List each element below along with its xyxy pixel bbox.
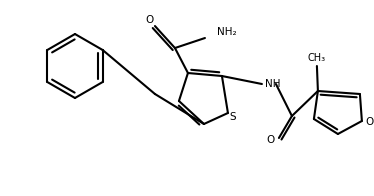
Text: O: O [146, 15, 154, 25]
Text: S: S [230, 112, 236, 122]
Text: CH₃: CH₃ [308, 53, 326, 63]
Text: O: O [366, 117, 374, 127]
Text: NH: NH [265, 79, 280, 89]
Text: O: O [267, 135, 275, 145]
Text: NH₂: NH₂ [217, 27, 237, 37]
